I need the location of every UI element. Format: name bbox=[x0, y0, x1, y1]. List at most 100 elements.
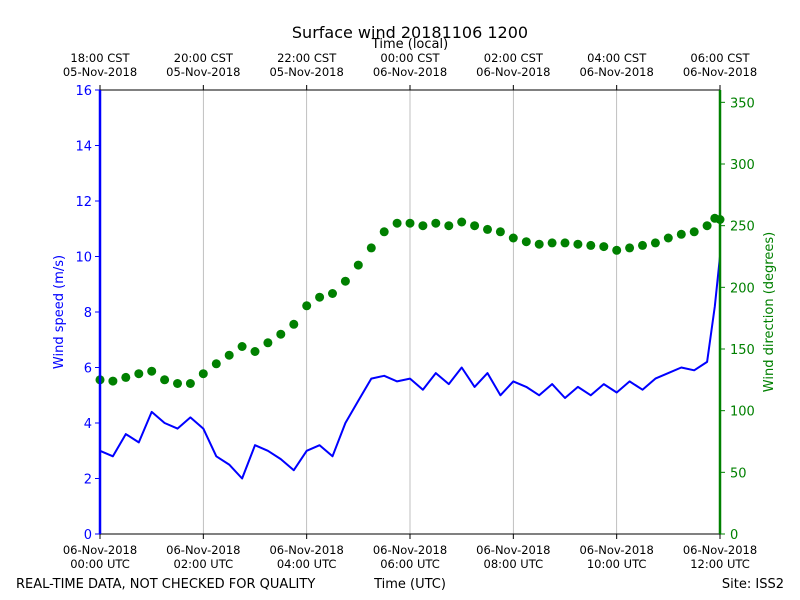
wind-direction-point bbox=[663, 233, 673, 243]
wind-direction-point bbox=[237, 342, 247, 351]
x-axis-label: Time (UTC) bbox=[373, 577, 446, 592]
wind-direction-point bbox=[405, 218, 415, 228]
top-tick-time: 00:00 CST bbox=[380, 51, 440, 65]
wind-speed-line bbox=[99, 256, 721, 480]
right-tick-label: 0 bbox=[730, 528, 738, 543]
left-tick-label: 14 bbox=[75, 140, 92, 155]
left-y-axis-label: Wind speed (m/s) bbox=[52, 255, 67, 369]
wind-direction-point bbox=[147, 366, 157, 376]
wind-direction-point bbox=[586, 240, 596, 250]
wind-direction-point bbox=[250, 347, 260, 356]
wind-direction-point bbox=[534, 239, 544, 249]
right-tick-label: 100 bbox=[730, 405, 755, 420]
bottom-tick-date: 06-Nov-2018 bbox=[373, 543, 447, 557]
bottom-tick-time: 04:00 UTC bbox=[277, 557, 337, 571]
wind-direction-point bbox=[676, 229, 686, 239]
left-tick-label: 4 bbox=[84, 417, 92, 432]
top-tick-date: 05-Nov-2018 bbox=[269, 65, 343, 79]
top-tick-time: 18:00 CST bbox=[70, 51, 130, 65]
left-tick-label: 8 bbox=[84, 306, 92, 321]
left-tick-label: 0 bbox=[84, 528, 92, 543]
bottom-tick-date: 06-Nov-2018 bbox=[269, 543, 343, 557]
wind-direction-series bbox=[95, 213, 725, 388]
wind-speed-series bbox=[99, 256, 721, 480]
wind-direction-point bbox=[173, 379, 182, 388]
wind-direction-point bbox=[612, 245, 622, 255]
wind-direction-point bbox=[121, 372, 131, 382]
right-tick-label: 350 bbox=[730, 96, 755, 111]
bottom-tick-time: 06:00 UTC bbox=[380, 557, 440, 571]
wind-direction-point bbox=[289, 319, 299, 329]
wind-direction-point bbox=[483, 224, 492, 234]
bottom-tick-time: 00:00 UTC bbox=[70, 557, 130, 571]
wind-direction-point bbox=[340, 276, 350, 286]
wind-direction-point bbox=[185, 379, 195, 388]
wind-direction-point bbox=[418, 221, 428, 231]
wind-direction-point bbox=[547, 238, 557, 248]
wind-direction-point bbox=[521, 237, 531, 247]
wind-direction-point bbox=[495, 227, 505, 237]
wind-direction-point bbox=[573, 239, 583, 249]
site-label: Site: ISS2 bbox=[722, 577, 784, 592]
right-tick-label: 150 bbox=[730, 343, 755, 358]
top-tick-time: 04:00 CST bbox=[587, 51, 647, 65]
left-tick-label: 12 bbox=[75, 195, 92, 210]
top-tick-date: 06-Nov-2018 bbox=[373, 65, 447, 79]
left-tick-label: 6 bbox=[84, 362, 92, 377]
top-tick-time: 22:00 CST bbox=[277, 51, 337, 65]
wind-direction-point bbox=[134, 369, 144, 379]
bottom-tick-time: 02:00 UTC bbox=[174, 557, 234, 571]
right-y-axis-label: Wind direction (degrees) bbox=[762, 232, 777, 392]
top-axis-label: Time (local) bbox=[371, 37, 448, 52]
right-tick-label: 250 bbox=[730, 220, 755, 235]
wind-direction-point bbox=[366, 243, 376, 253]
top-tick-date: 06-Nov-2018 bbox=[579, 65, 653, 79]
wind-direction-point bbox=[276, 329, 286, 339]
right-tick-label: 300 bbox=[730, 158, 755, 173]
wind-direction-point bbox=[457, 217, 467, 227]
top-tick-date: 05-Nov-2018 bbox=[63, 65, 137, 79]
right-tick-label: 50 bbox=[730, 466, 747, 481]
wind-direction-point bbox=[638, 240, 647, 250]
wind-direction-point bbox=[353, 260, 363, 270]
wind-direction-point bbox=[211, 359, 221, 369]
wind-direction-point bbox=[224, 350, 234, 360]
bottom-tick-time: 12:00 UTC bbox=[690, 557, 750, 571]
wind-direction-point bbox=[650, 238, 660, 248]
wind-direction-point bbox=[263, 338, 273, 348]
right-tick-label: 200 bbox=[730, 281, 755, 296]
bottom-tick-date: 06-Nov-2018 bbox=[579, 543, 653, 557]
wind-direction-point bbox=[508, 233, 518, 243]
bottom-tick-time: 10:00 UTC bbox=[587, 557, 647, 571]
bottom-tick-date: 06-Nov-2018 bbox=[166, 543, 240, 557]
left-tick-label: 2 bbox=[84, 473, 92, 488]
top-tick-time: 02:00 CST bbox=[484, 51, 544, 65]
bottom-tick-date: 06-Nov-2018 bbox=[683, 543, 757, 557]
wind-direction-point bbox=[392, 218, 402, 228]
right-axis-ticks: 0 50 100 150 200 250 300 350 bbox=[720, 96, 755, 543]
chart-title: Surface wind 20181106 1200 bbox=[292, 23, 528, 42]
wind-direction-point bbox=[108, 376, 118, 386]
vertical-gridlines bbox=[202, 90, 618, 534]
wind-direction-point bbox=[379, 227, 389, 237]
wind-direction-point bbox=[444, 221, 454, 231]
wind-direction-point bbox=[560, 238, 570, 248]
wind-direction-point bbox=[599, 242, 609, 252]
top-tick-date: 05-Nov-2018 bbox=[166, 65, 240, 79]
wind-direction-point bbox=[315, 292, 325, 302]
top-tick-date: 06-Nov-2018 bbox=[683, 65, 757, 79]
left-axis-ticks: 0 2 4 6 8 10 12 14 16 bbox=[75, 84, 100, 543]
bottom-tick-date: 06-Nov-2018 bbox=[476, 543, 550, 557]
bottom-tick-time: 08:00 UTC bbox=[484, 557, 544, 571]
wind-direction-point bbox=[328, 289, 337, 298]
wind-direction-point bbox=[625, 243, 635, 253]
left-tick-label: 16 bbox=[75, 84, 92, 99]
top-tick-date: 06-Nov-2018 bbox=[476, 65, 550, 79]
top-tick-time: 20:00 CST bbox=[174, 51, 234, 65]
left-tick-label: 10 bbox=[75, 251, 92, 266]
wind-direction-point bbox=[302, 301, 312, 311]
wind-direction-point bbox=[689, 227, 699, 237]
